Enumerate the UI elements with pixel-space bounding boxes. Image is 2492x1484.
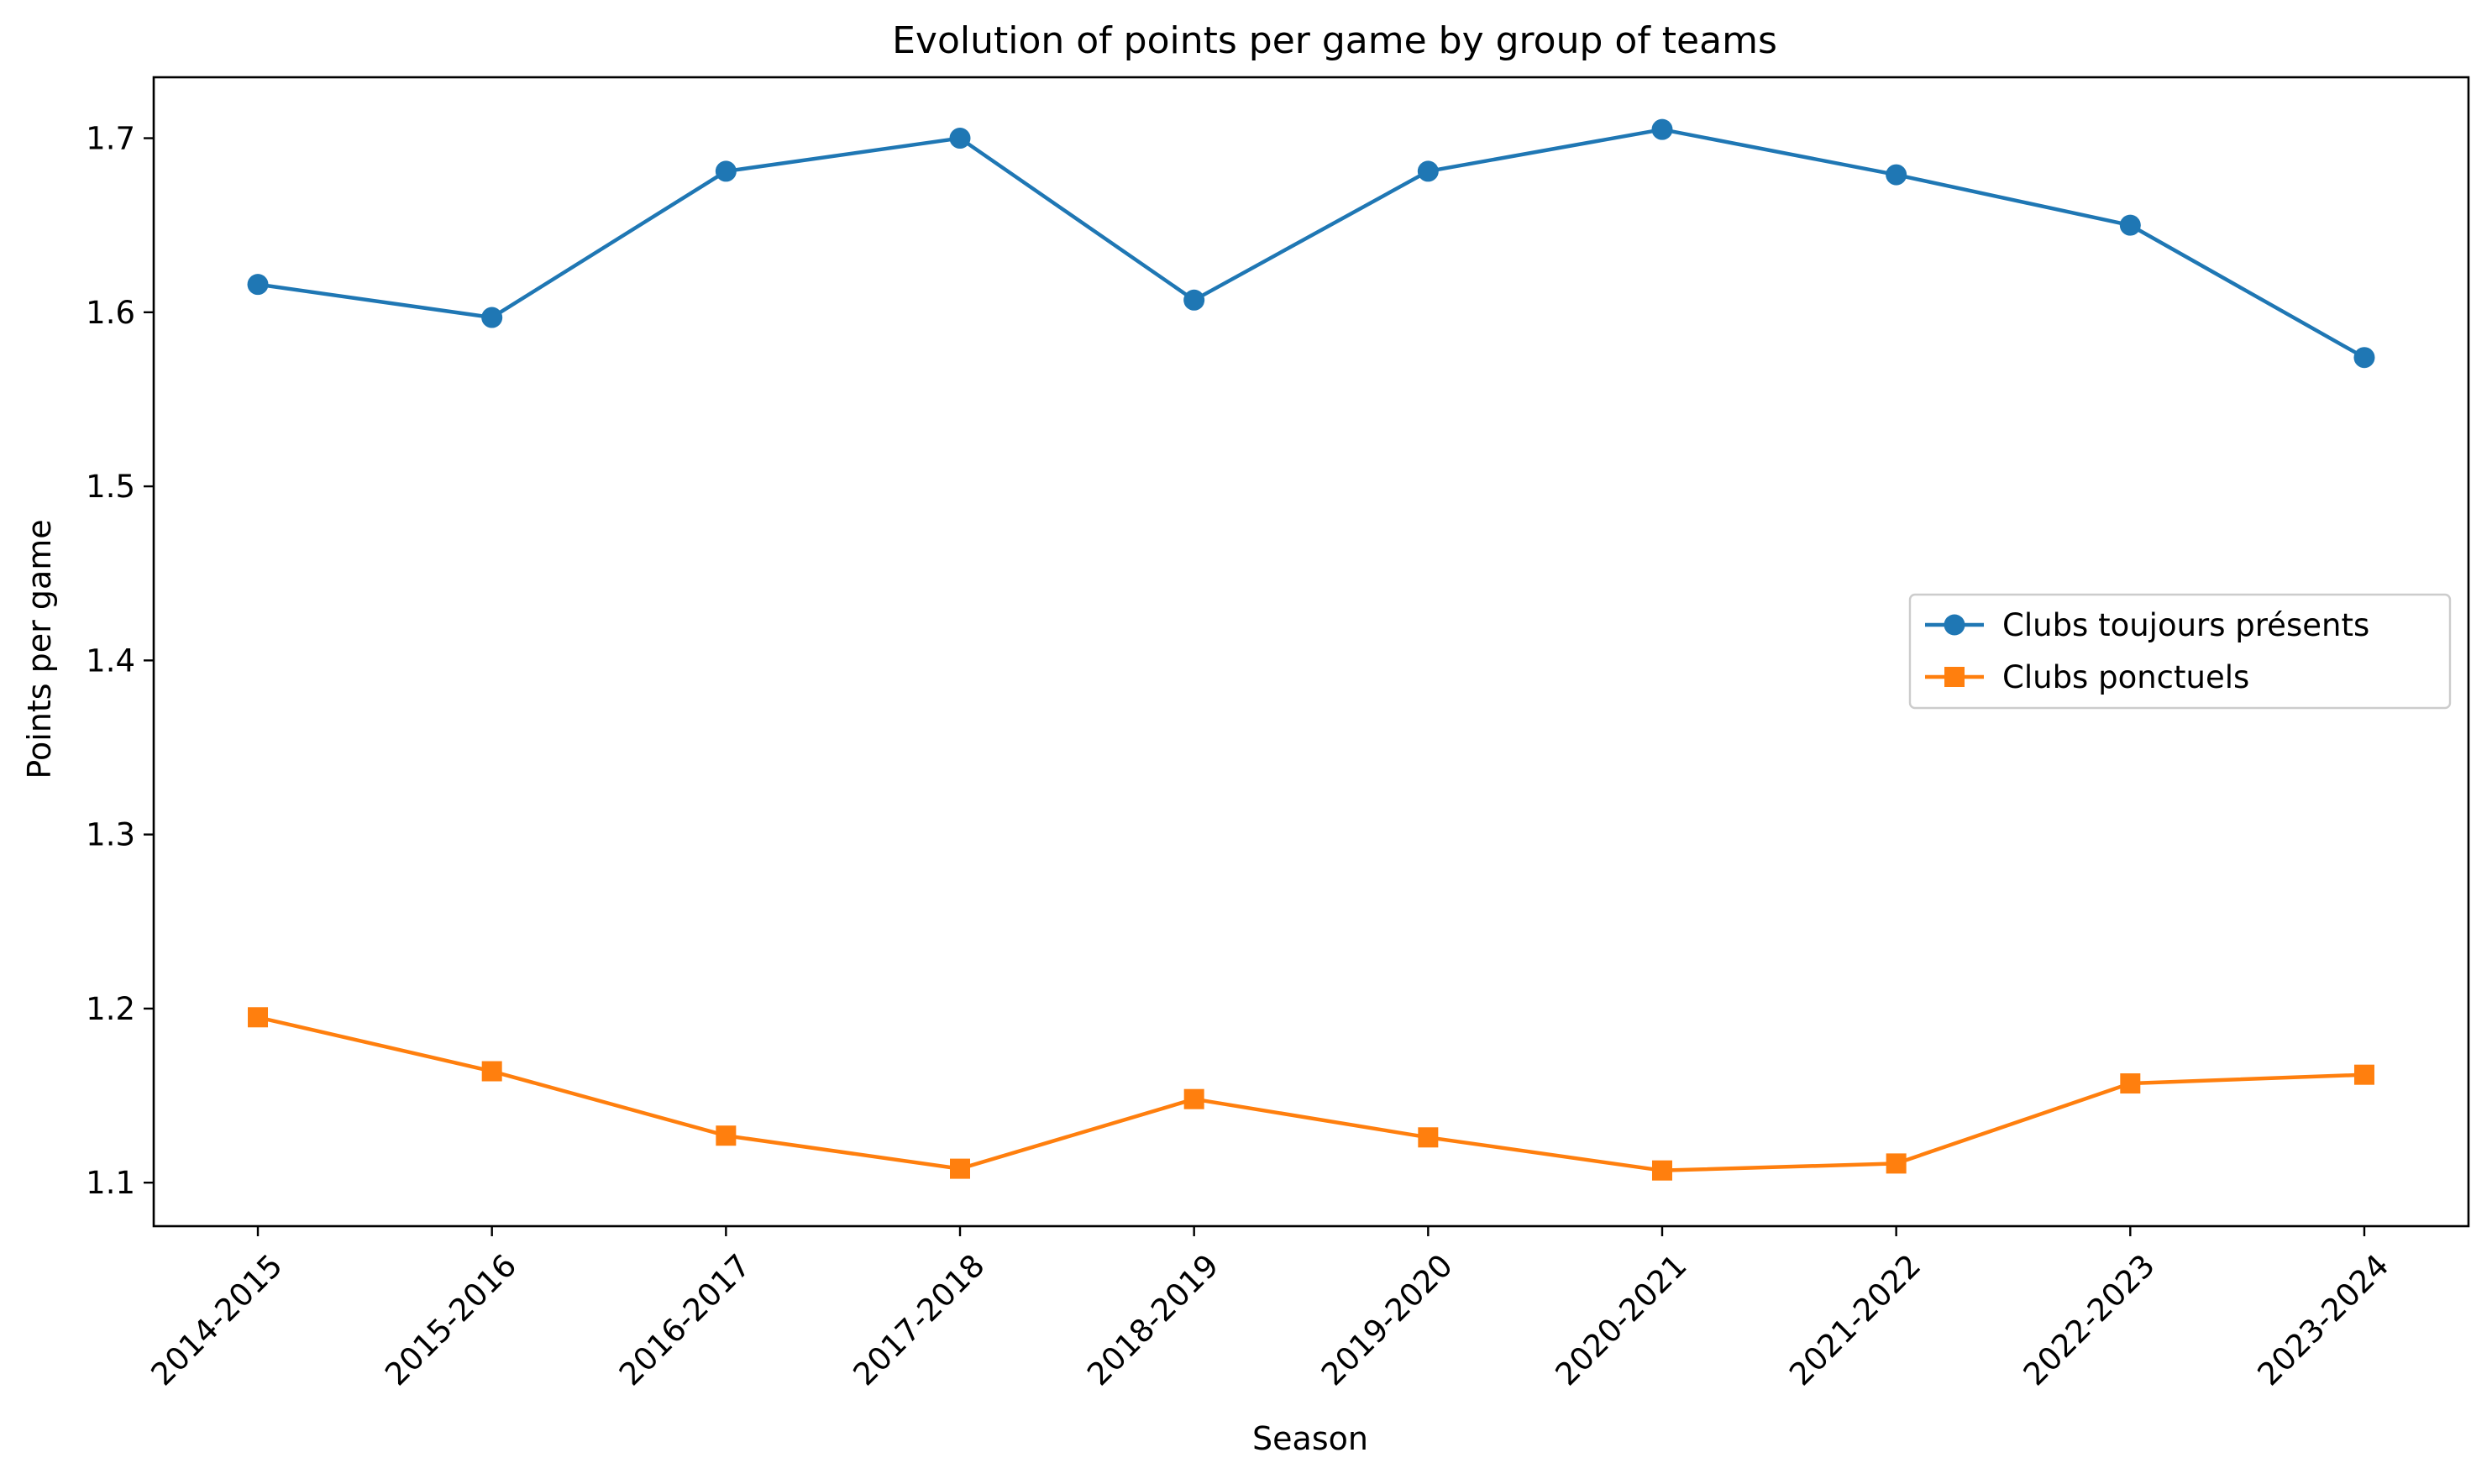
chart-title: Evolution of points per game by group of… xyxy=(892,19,1777,62)
legend: Clubs toujours présents Clubs ponctuels xyxy=(1908,593,2452,710)
legend-marker xyxy=(1944,614,1965,636)
legend-box xyxy=(1908,593,2452,710)
data-point xyxy=(1651,1160,1672,1181)
series-1 xyxy=(247,118,2375,369)
data-point xyxy=(1417,160,1439,182)
data-point xyxy=(248,1007,269,1028)
y-tick-label: 1.6 xyxy=(86,295,135,331)
plot-frame xyxy=(152,76,2470,1228)
data-point xyxy=(716,1125,737,1146)
data-point xyxy=(2119,214,2141,236)
legend-item: Clubs ponctuels xyxy=(1925,659,2249,695)
data-point xyxy=(715,160,737,182)
data-point xyxy=(481,1061,502,1082)
data-point xyxy=(1183,1088,1204,1109)
data-point xyxy=(1183,289,1205,311)
y-tick-label: 1.7 xyxy=(86,121,135,157)
data-point xyxy=(1886,164,1907,186)
series-line xyxy=(257,127,2366,359)
data-point xyxy=(2120,1073,2141,1094)
data-point xyxy=(247,274,269,296)
y-axis: 1.1 1.2 1.3 1.4 1.5 1.6 1.7 xyxy=(86,121,154,1201)
legend-label: Clubs toujours présents xyxy=(2002,607,2369,643)
data-point xyxy=(1418,1127,1439,1148)
legend-marker xyxy=(1944,667,1965,687)
data-point xyxy=(2353,347,2375,369)
x-axis-label: Season xyxy=(1252,1420,1368,1457)
series-2 xyxy=(248,1007,2374,1181)
data-point xyxy=(1651,118,1673,140)
y-tick-label: 1.3 xyxy=(86,817,135,853)
y-axis-label: Points per game xyxy=(21,519,58,779)
y-tick-label: 1.5 xyxy=(86,469,135,505)
data-point xyxy=(1886,1153,1907,1174)
series-layer xyxy=(247,118,2375,1181)
legend-item: Clubs toujours présents xyxy=(1925,607,2369,643)
data-point xyxy=(481,307,503,328)
y-tick-label: 1.1 xyxy=(86,1165,135,1201)
data-point xyxy=(950,1158,971,1179)
y-tick-label: 1.2 xyxy=(86,991,135,1027)
data-point xyxy=(949,128,971,149)
legend-label: Clubs ponctuels xyxy=(2002,659,2249,695)
y-tick-label: 1.4 xyxy=(86,642,135,679)
series-line xyxy=(257,1015,2365,1172)
data-point xyxy=(2353,1064,2374,1085)
